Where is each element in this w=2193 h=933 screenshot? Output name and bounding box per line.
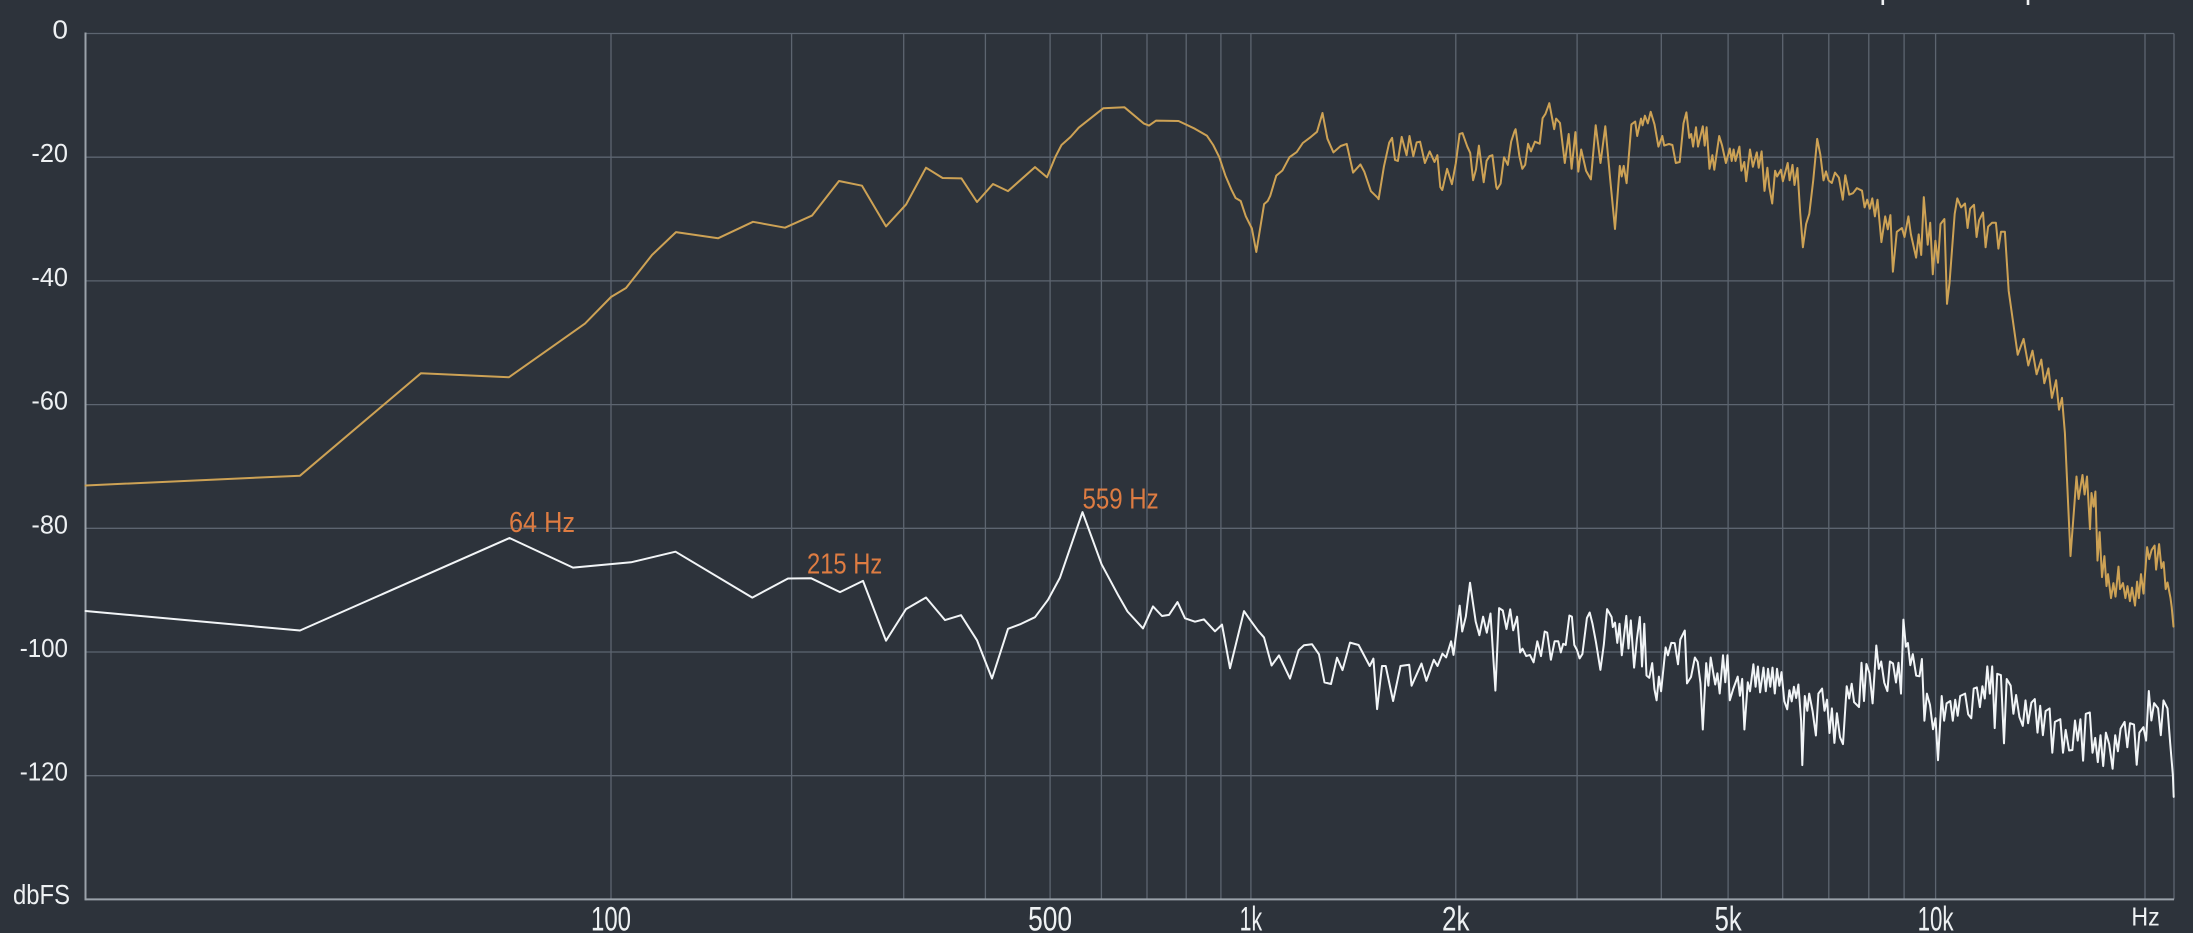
svg-text:dbFS: dbFS xyxy=(13,879,70,910)
svg-text:Hz: Hz xyxy=(2131,902,2159,932)
svg-text:-80: -80 xyxy=(31,509,68,539)
svg-text:-120: -120 xyxy=(20,757,68,787)
svg-text:2k: 2k xyxy=(1442,901,1470,933)
svg-text:215 Hz: 215 Hz xyxy=(807,549,882,581)
svg-text:500: 500 xyxy=(1028,901,1072,933)
svg-text:5k: 5k xyxy=(1715,901,1743,933)
svg-text:1k: 1k xyxy=(1240,901,1263,933)
svg-text:-40: -40 xyxy=(31,262,68,292)
svg-text:100: 100 xyxy=(591,901,631,933)
svg-text:559 Hz: 559 Hz xyxy=(1083,484,1159,516)
svg-text:-20: -20 xyxy=(31,138,68,168)
svg-text:64 Hz: 64 Hz xyxy=(509,507,575,539)
svg-text:10k: 10k xyxy=(1918,901,1954,933)
svg-text:-60: -60 xyxy=(31,386,68,416)
svg-text:-100: -100 xyxy=(20,633,68,663)
svg-text:0: 0 xyxy=(52,15,68,45)
